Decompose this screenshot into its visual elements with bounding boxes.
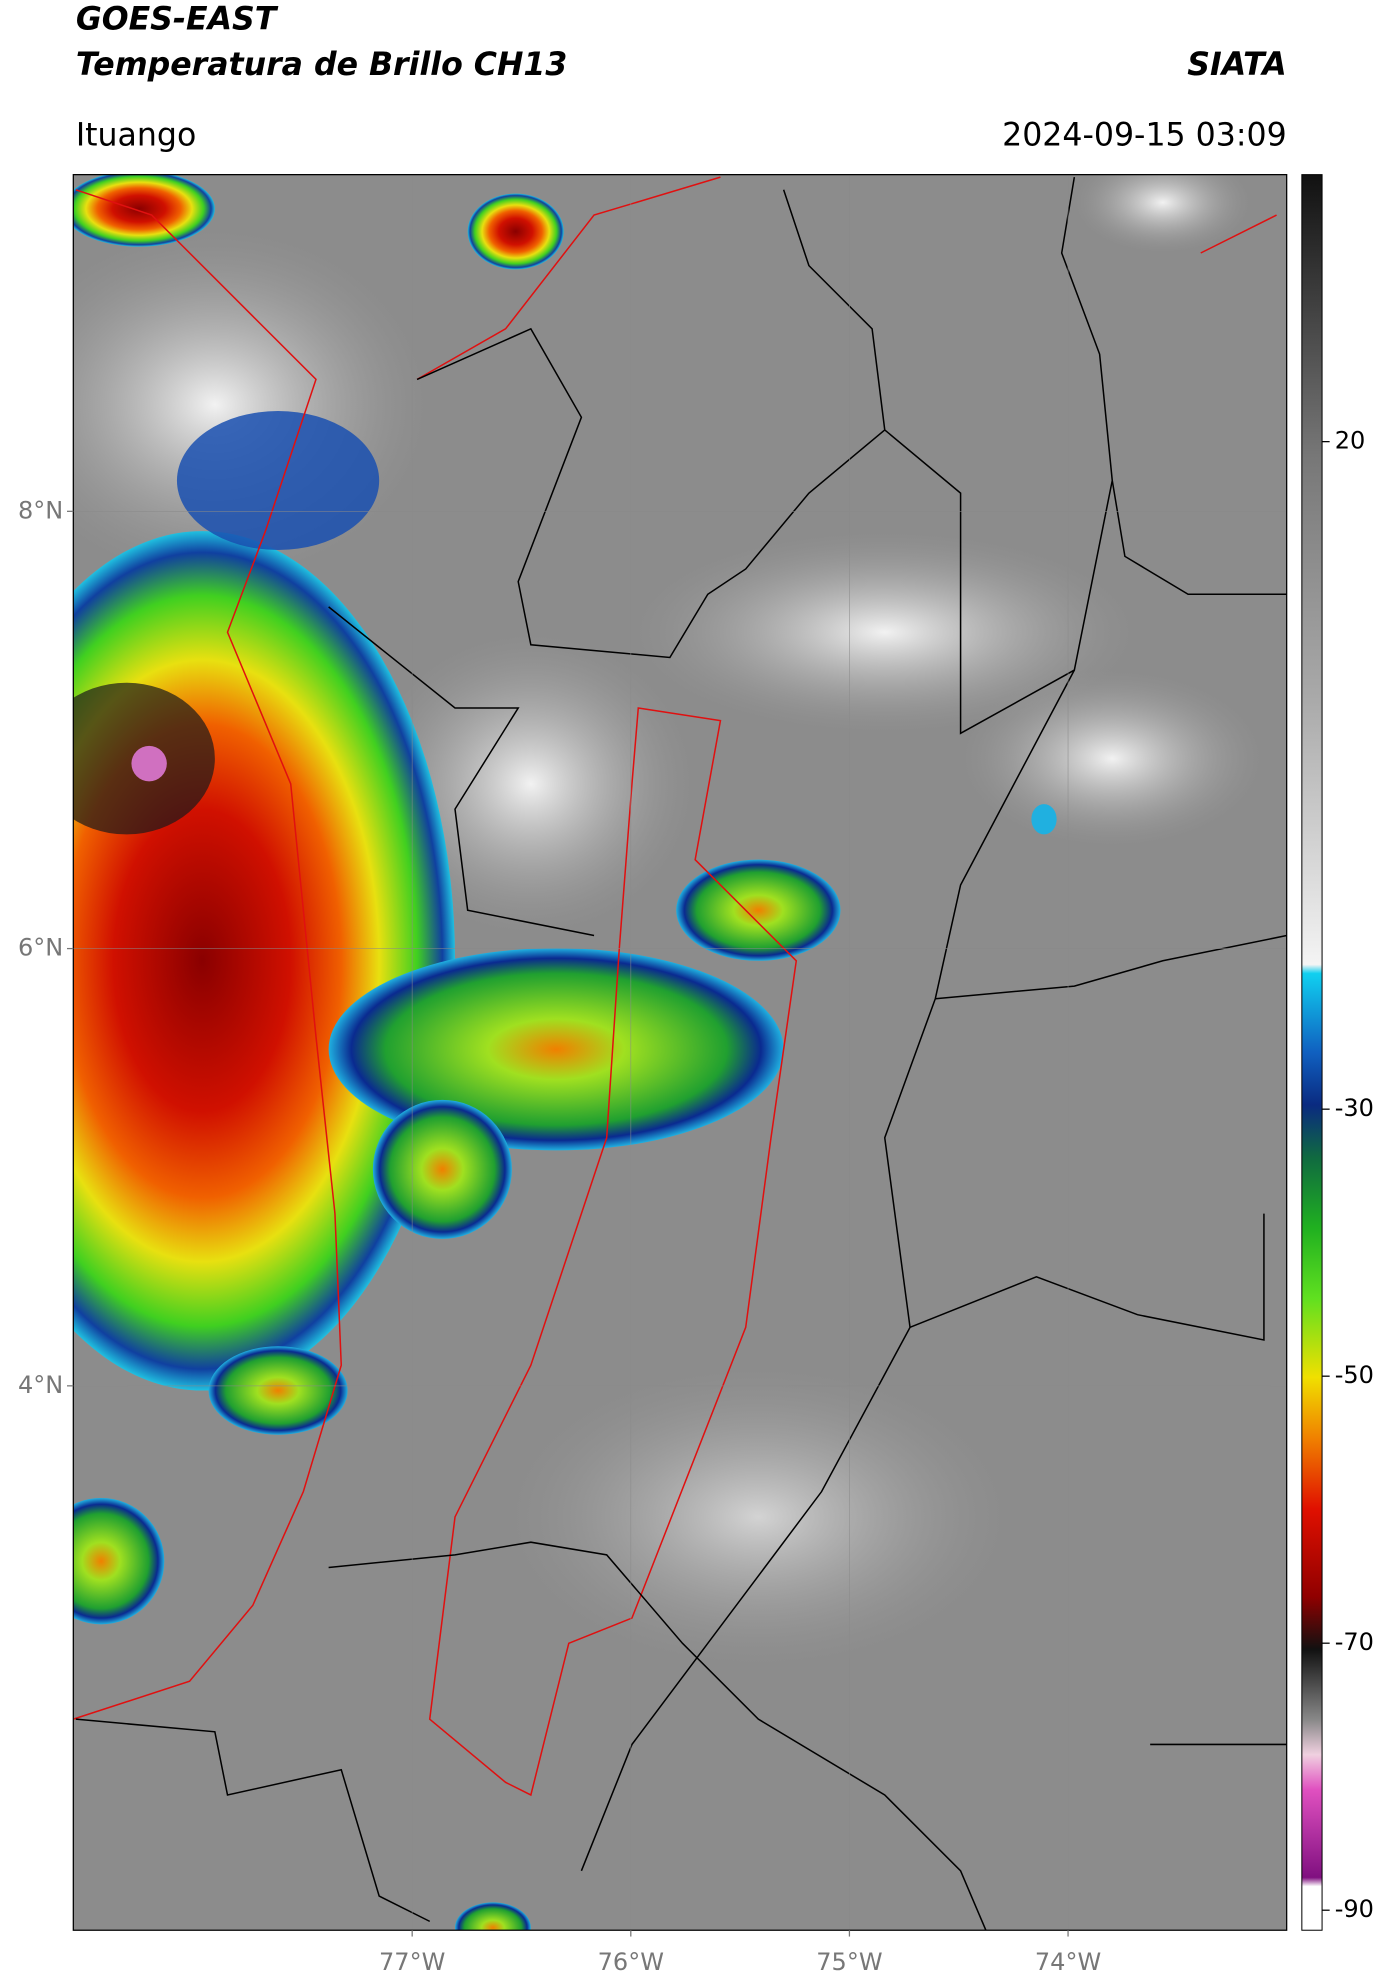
colorbar-tick-label: -90 (1335, 1895, 1374, 1923)
storm-cell (328, 948, 784, 1151)
coastline (73, 189, 343, 1720)
title: GOES-EAST (76, 1, 279, 37)
map-frame (72, 174, 1288, 1931)
colorbar-tick-label: -30 (1335, 1094, 1374, 1122)
colorbar-tick-label: -70 (1335, 1628, 1374, 1656)
admin-boundary (75, 1718, 431, 1923)
storm-cell (176, 410, 380, 551)
lon-tick-label: 75°W (816, 1948, 882, 1976)
lon-tick-label: 74°W (1035, 1948, 1101, 1976)
cloud (960, 670, 1264, 848)
admin-boundary (909, 1213, 1265, 1341)
location: Ituango (76, 118, 196, 154)
coastline (1200, 214, 1277, 254)
lon-tick-label: 76°W (598, 1948, 664, 1976)
storm-cell (73, 1497, 165, 1625)
storm-core (131, 745, 167, 782)
admin-boundary (328, 606, 595, 937)
storm-cell (372, 1099, 512, 1239)
admin-boundary (416, 189, 886, 659)
lon-tick-label: 77°W (379, 1948, 445, 1976)
cloud (1074, 174, 1252, 253)
admin-boundary (328, 1541, 987, 1931)
cloud (631, 531, 1138, 734)
map (73, 174, 1287, 1931)
storm-core (73, 682, 215, 835)
storm-cell (676, 859, 841, 961)
storm-cell (73, 174, 215, 247)
coastline (416, 176, 721, 381)
admin-boundary (935, 934, 1287, 1000)
storm-cell (1031, 804, 1057, 835)
colorbar-tick-label: 20 (1335, 427, 1366, 455)
colorbar-tick-label: -50 (1335, 1361, 1374, 1389)
lat-tick-label: 4°N (18, 1371, 63, 1399)
lat-tick-label: 6°N (18, 934, 63, 962)
cloud (505, 1365, 1012, 1669)
organization: SIATA (1187, 47, 1286, 83)
subtitle: Temperatura de Brillo CH13 (76, 47, 568, 83)
region-boundary (428, 707, 798, 1797)
colorbar (1301, 174, 1323, 1931)
storm-cell (455, 1902, 531, 1931)
cloud (366, 632, 696, 936)
storm-cell (208, 1346, 348, 1435)
lat-tick-label: 8°N (18, 496, 63, 524)
datetime: 2024-09-15 03:09 (1002, 118, 1287, 154)
storm-cell (467, 193, 564, 270)
admin-boundary (1111, 480, 1287, 596)
